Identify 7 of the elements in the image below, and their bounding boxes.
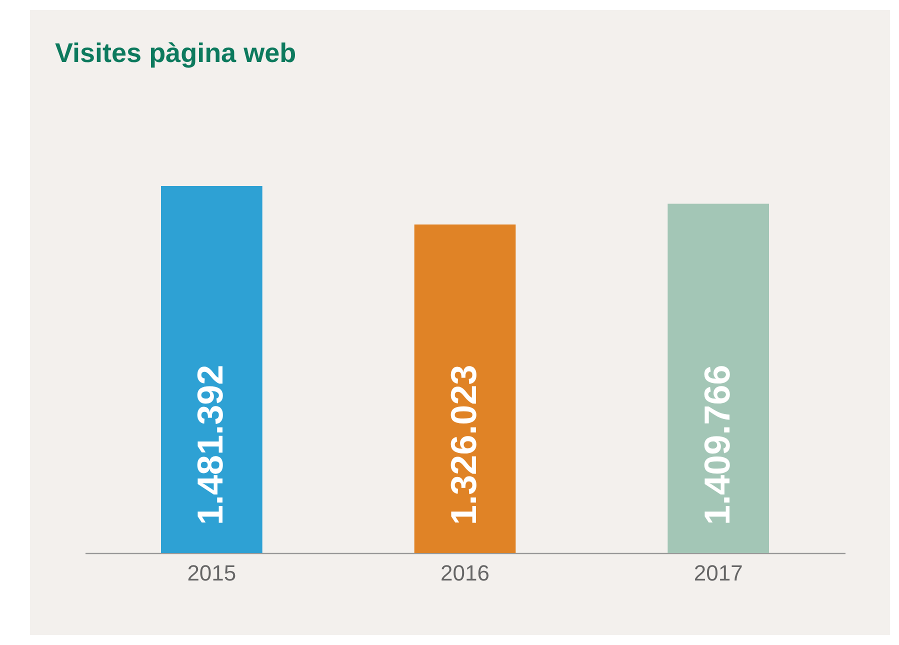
data-label: 1.409.766: [696, 364, 738, 525]
chart-title: Visites pàgina web: [55, 38, 296, 68]
data-label: 1.481.392: [190, 364, 231, 525]
x-tick-label: 2015: [187, 560, 236, 586]
x-tick-label: 2016: [440, 560, 490, 586]
x-tick-label: 2017: [694, 560, 743, 586]
data-label: 1.326.023: [443, 364, 484, 525]
